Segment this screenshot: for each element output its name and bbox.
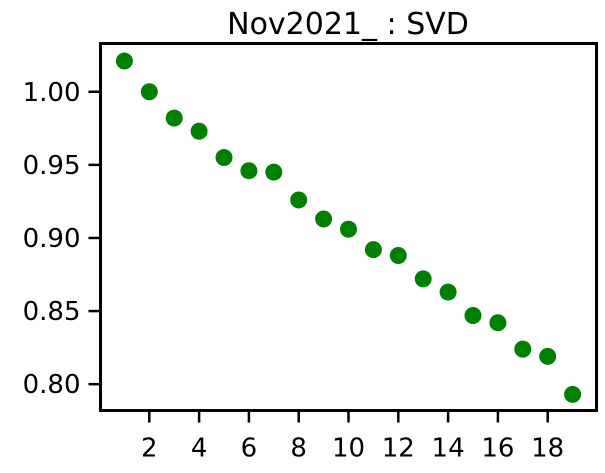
x-tick-label: 18 xyxy=(531,434,564,464)
data-point xyxy=(115,52,133,70)
data-point xyxy=(140,83,158,101)
x-tick-label: 2 xyxy=(141,434,158,464)
x-tick-label: 16 xyxy=(481,434,514,464)
data-point xyxy=(340,220,357,238)
data-point xyxy=(240,162,258,180)
data-point xyxy=(439,283,457,301)
data-points xyxy=(115,52,582,403)
y-tick-label: 0.80 xyxy=(23,370,81,400)
y-axis-ticks: 0.80 0.85 0.90 0.95 1.00 xyxy=(23,78,101,400)
data-point xyxy=(414,270,432,288)
chart-title: Nov2021_ : SVD xyxy=(227,7,469,42)
data-point xyxy=(489,314,507,332)
data-point xyxy=(364,241,382,259)
data-point xyxy=(464,306,482,324)
data-point xyxy=(389,247,407,265)
data-point xyxy=(539,347,557,365)
data-point xyxy=(290,191,308,209)
y-tick-label: 0.85 xyxy=(23,297,81,327)
data-point xyxy=(315,210,333,228)
data-point xyxy=(265,163,283,181)
data-point xyxy=(564,385,582,403)
plot-frame xyxy=(99,42,598,412)
x-tick-label: 10 xyxy=(332,434,365,464)
x-tick-label: 8 xyxy=(290,434,307,464)
x-tick-label: 4 xyxy=(191,434,208,464)
x-tick-label: 12 xyxy=(382,434,415,464)
y-tick-label: 0.95 xyxy=(23,151,81,181)
x-tick-label: 6 xyxy=(241,434,258,464)
data-point xyxy=(165,109,183,127)
y-tick-label: 0.90 xyxy=(23,224,81,254)
data-point xyxy=(215,149,233,167)
x-axis-ticks: 2 4 6 8 10 12 14 16 18 xyxy=(141,410,564,464)
y-tick-label: 1.00 xyxy=(23,78,81,108)
data-point xyxy=(190,122,208,140)
data-point xyxy=(514,340,532,358)
x-tick-label: 14 xyxy=(432,434,465,464)
